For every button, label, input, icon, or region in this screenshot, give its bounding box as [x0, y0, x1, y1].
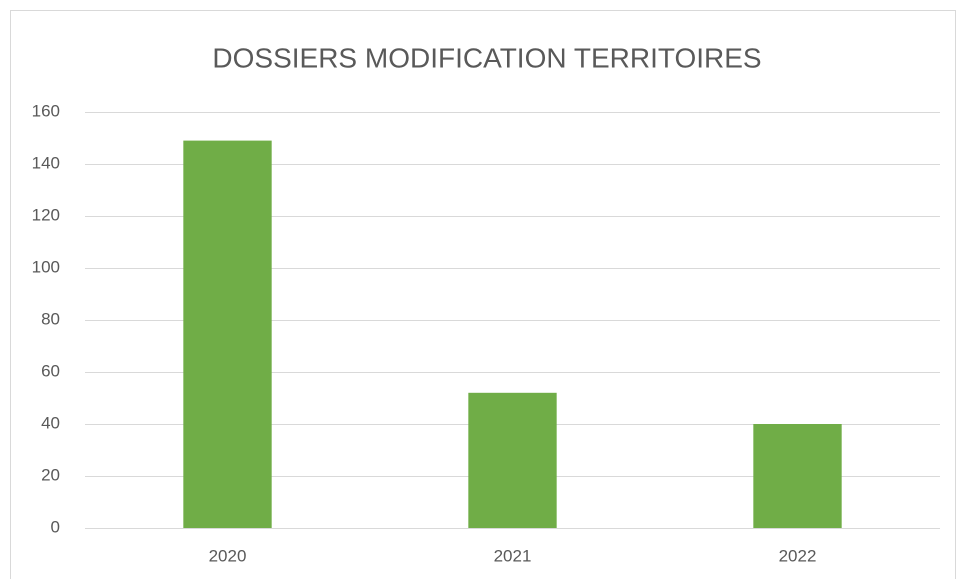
x-tick-label: 2021	[494, 546, 532, 565]
y-tick-label: 60	[41, 361, 60, 380]
y-tick-label: 120	[32, 205, 60, 224]
x-tick-label: 2020	[209, 546, 247, 565]
y-tick-label: 140	[32, 153, 60, 172]
chart-title: DOSSIERS MODIFICATION TERRITOIRES	[212, 42, 761, 73]
bar	[183, 140, 272, 528]
chart-border	[10, 10, 956, 579]
y-tick-label: 0	[51, 517, 60, 536]
x-tick-label: 2022	[779, 546, 817, 565]
bar	[468, 392, 557, 528]
bar	[753, 424, 842, 528]
y-tick-label: 100	[32, 257, 60, 276]
y-tick-label: 20	[41, 465, 60, 484]
y-tick-label: 40	[41, 413, 60, 432]
y-tick-label: 160	[32, 101, 60, 120]
y-tick-label: 80	[41, 309, 60, 328]
